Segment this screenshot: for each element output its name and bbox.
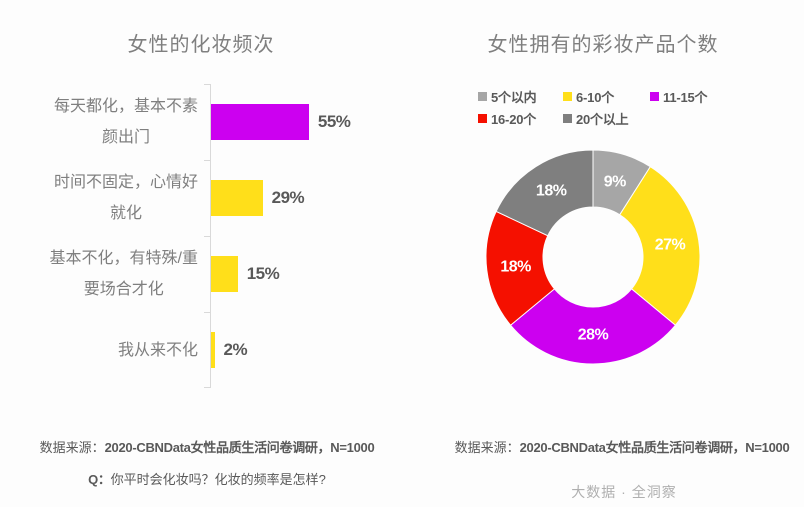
legend-item: 11-15个 bbox=[650, 87, 708, 106]
legend-marker bbox=[563, 92, 572, 101]
donut-chart: 9% 27% 28% 18% 18% bbox=[485, 149, 701, 365]
question-note: Q：你平时会化妆吗？化妆的频率是怎样? bbox=[0, 469, 402, 488]
bar-value-label: 55% bbox=[317, 112, 351, 131]
axis-tick bbox=[204, 387, 210, 388]
bar-row: 基本不化，有特殊/重 要场合才化 15% bbox=[0, 236, 402, 312]
bar-row: 每天都化，基本不素 颜出门 55% bbox=[0, 84, 402, 160]
donut-chart-panel: 女性拥有的彩妆产品个数 5个以内 6-10个 11-15个 16-20个 20个… bbox=[402, 0, 804, 507]
axis-line bbox=[210, 84, 211, 388]
source-value: 2020-CBNData女性品质生活问卷调研，N=1000 bbox=[104, 440, 375, 455]
legend-item: 6-10个 bbox=[563, 87, 614, 106]
bar-value-label: 2% bbox=[223, 340, 248, 359]
donut-slice bbox=[509, 288, 677, 365]
source-note: 数据来源：2020-CBNData女性品质生活问卷调研，N=1000 bbox=[0, 437, 402, 456]
donut-slice bbox=[485, 210, 556, 326]
bar-rows: 每天都化，基本不素 颜出门 55% 时间不固定，心情好 就化 29% bbox=[0, 84, 402, 388]
legend-marker bbox=[478, 114, 487, 123]
bar-value-label: 15% bbox=[246, 264, 280, 283]
bar-chart-panel: 女性的化妆频次 每天都化，基本不素 颜出门 55% 时间不固定，心情好 就化 bbox=[0, 34, 402, 488]
legend-marker bbox=[478, 92, 487, 101]
donut-slice bbox=[495, 149, 594, 237]
legend-item: 16-20个 bbox=[478, 109, 536, 128]
bar-row: 时间不固定，心情好 就化 29% bbox=[0, 160, 402, 236]
question-prefix: Q： bbox=[88, 472, 111, 487]
axis-tick bbox=[204, 312, 210, 313]
bar-category-label: 每天都化，基本不素 颜出门 bbox=[53, 98, 198, 146]
legend-item: 5个以内 bbox=[478, 87, 537, 106]
axis-tick bbox=[204, 160, 210, 161]
donut-slice-label: 18% bbox=[536, 183, 567, 200]
bar-value-label: 29% bbox=[271, 188, 305, 207]
source-prefix: 数据来源： bbox=[454, 440, 520, 455]
donut-slice-label: 9% bbox=[604, 174, 626, 191]
bar-fill bbox=[211, 332, 215, 368]
donut-chart-title: 女性拥有的彩妆产品个数 bbox=[487, 34, 719, 56]
source-value: 2020-CBNData女性品质生活问卷调研，N=1000 bbox=[519, 440, 790, 455]
source-note: 数据来源：2020-CBNData女性品质生活问卷调研，N=1000 bbox=[402, 437, 804, 456]
bar-category-label: 基本不化，有特殊/重 要场合才化 bbox=[49, 250, 198, 298]
bar-fill bbox=[211, 256, 238, 292]
bar-category-label: 时间不固定，心情好 就化 bbox=[53, 174, 198, 222]
donut-slice-label: 27% bbox=[655, 236, 686, 253]
watermark: 大数据 · 全洞察 bbox=[571, 484, 677, 500]
legend-marker bbox=[650, 92, 659, 101]
axis-tick bbox=[204, 84, 210, 85]
axis-tick bbox=[204, 236, 210, 237]
bar-chart-title: 女性的化妆频次 bbox=[127, 34, 275, 56]
bar-category-label: 我从来不化 bbox=[117, 341, 198, 359]
bar-row: 我从来不化 2% bbox=[0, 312, 402, 388]
donut-slice-label: 18% bbox=[500, 258, 531, 275]
bar-fill bbox=[211, 104, 309, 140]
bar-fill bbox=[211, 180, 263, 216]
question-text: 你平时会化妆吗？化妆的频率是怎样? bbox=[110, 472, 326, 487]
legend-item: 20个以上 bbox=[563, 109, 629, 128]
source-prefix: 数据来源： bbox=[39, 440, 105, 455]
donut-slice bbox=[619, 165, 701, 326]
donut-slice-label: 28% bbox=[578, 327, 609, 344]
legend-marker bbox=[563, 114, 572, 123]
